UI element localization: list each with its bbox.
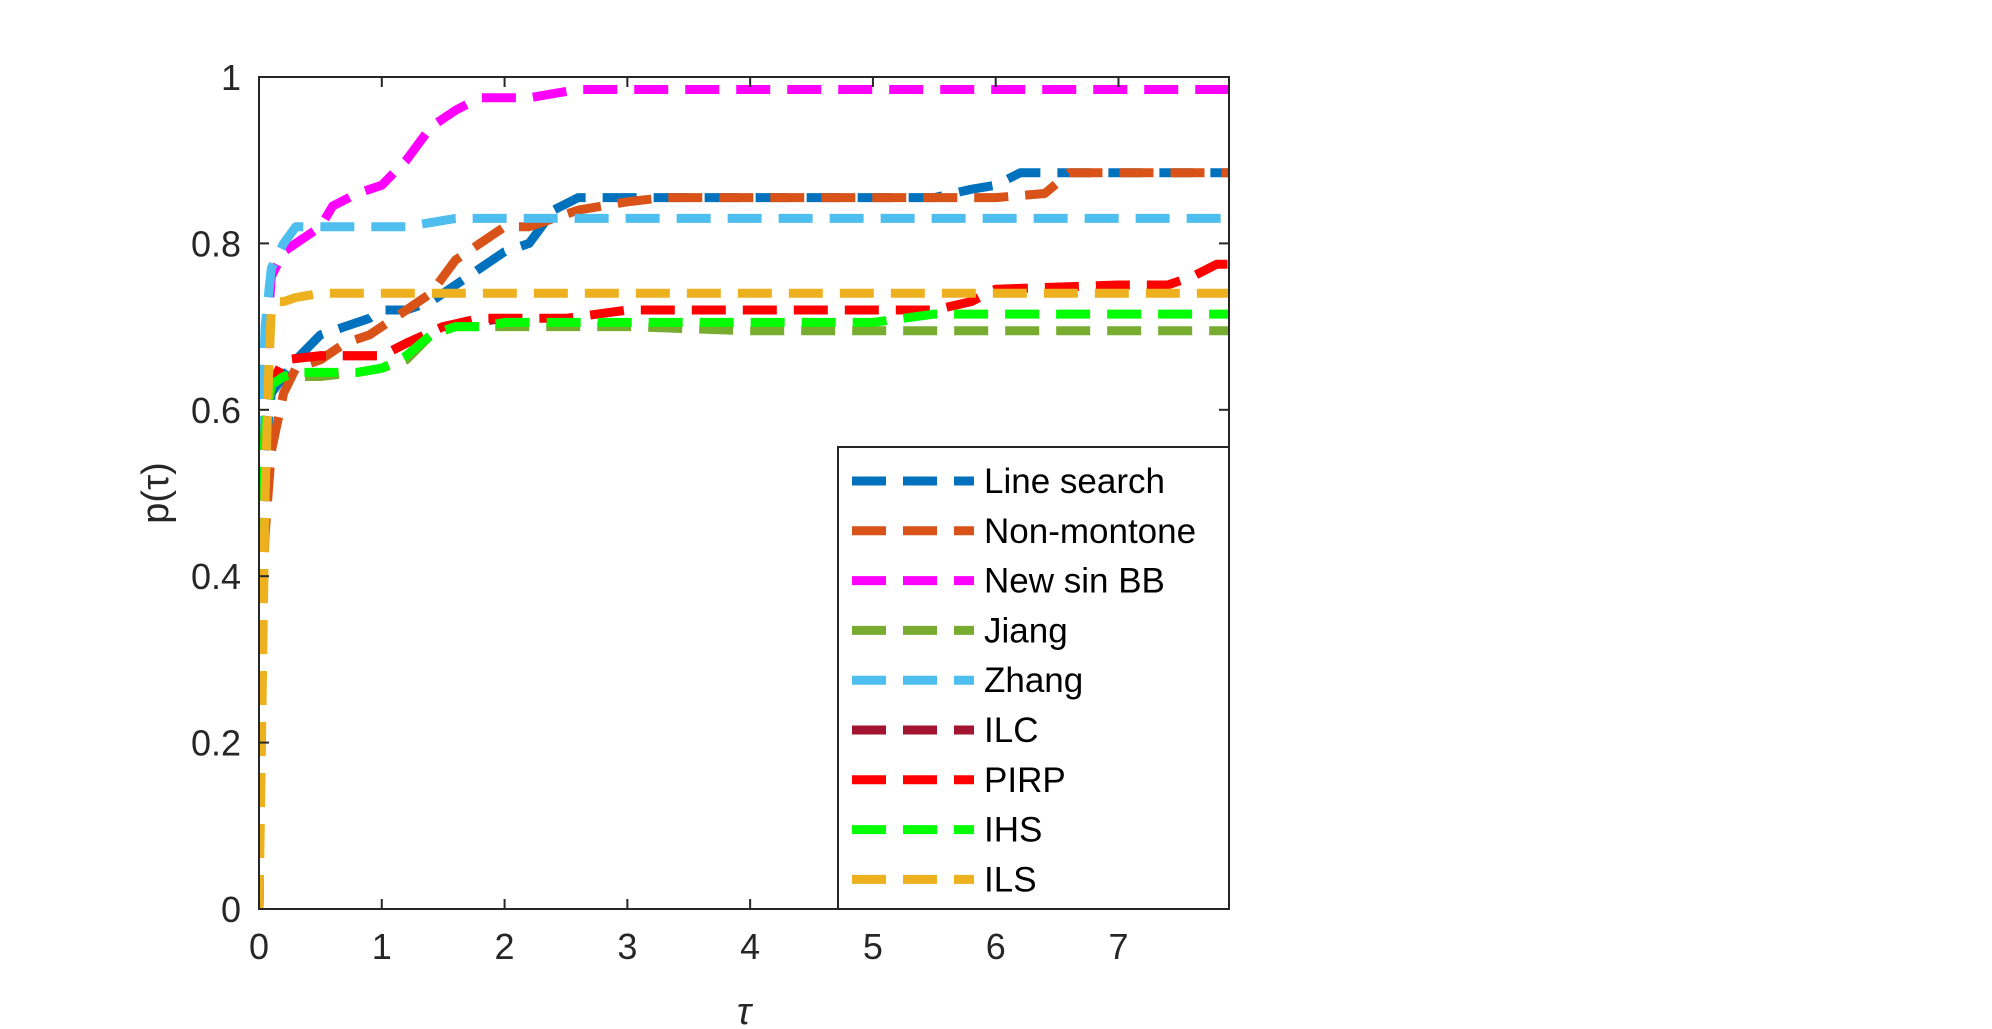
axis-labels: τ p(τ) (135, 462, 754, 1029)
series-line-9 (259, 288, 1229, 909)
legend-entry: ILC (984, 711, 1038, 750)
series-line-2 (259, 168, 1229, 909)
x-tick-label: 0 (249, 926, 269, 967)
legend-entry: ILS (984, 860, 1037, 899)
y-tick-label: 1 (221, 57, 241, 98)
legend-entry: IHS (984, 811, 1042, 850)
axes-layer: 0 1 2 3 4 5 6 7 0 0.2 0.4 0.6 0.8 1 (191, 57, 1230, 967)
y-tick-label: 0.4 (191, 556, 241, 597)
legend-entry: Jiang (984, 611, 1068, 650)
x-tick-label: 2 (495, 926, 515, 967)
series-line-3 (259, 85, 1229, 909)
x-tick-label: 6 (986, 926, 1006, 967)
legend: Line search Non-montone New sin BB Jiang Zha… (837, 446, 1230, 910)
y-axis-label: p(τ) (135, 462, 177, 523)
series-layer (259, 85, 1229, 909)
x-tick-label: 7 (1108, 926, 1128, 967)
x-tick-label: 3 (617, 926, 637, 967)
series-line-1 (259, 168, 1229, 909)
y-tick-label: 0.8 (191, 223, 241, 264)
x-axis-label: τ (737, 991, 754, 1029)
legend-entry: New sin BB (984, 562, 1165, 601)
legend-entry: Non-montone (984, 512, 1196, 551)
y-tick-label: 0 (221, 889, 241, 930)
legend-entry: Line search (984, 462, 1165, 501)
legend-entry: Zhang (984, 661, 1083, 700)
x-tick-label: 1 (372, 926, 392, 967)
x-tick-label: 5 (863, 926, 883, 967)
y-tick-label: 0.6 (191, 390, 241, 431)
y-tick-label: 0.2 (191, 723, 241, 764)
x-tick-label: 4 (740, 926, 760, 967)
series-line-8 (259, 309, 1229, 909)
series-line-5 (259, 213, 1229, 909)
legend-entry: PIRP (984, 761, 1066, 800)
